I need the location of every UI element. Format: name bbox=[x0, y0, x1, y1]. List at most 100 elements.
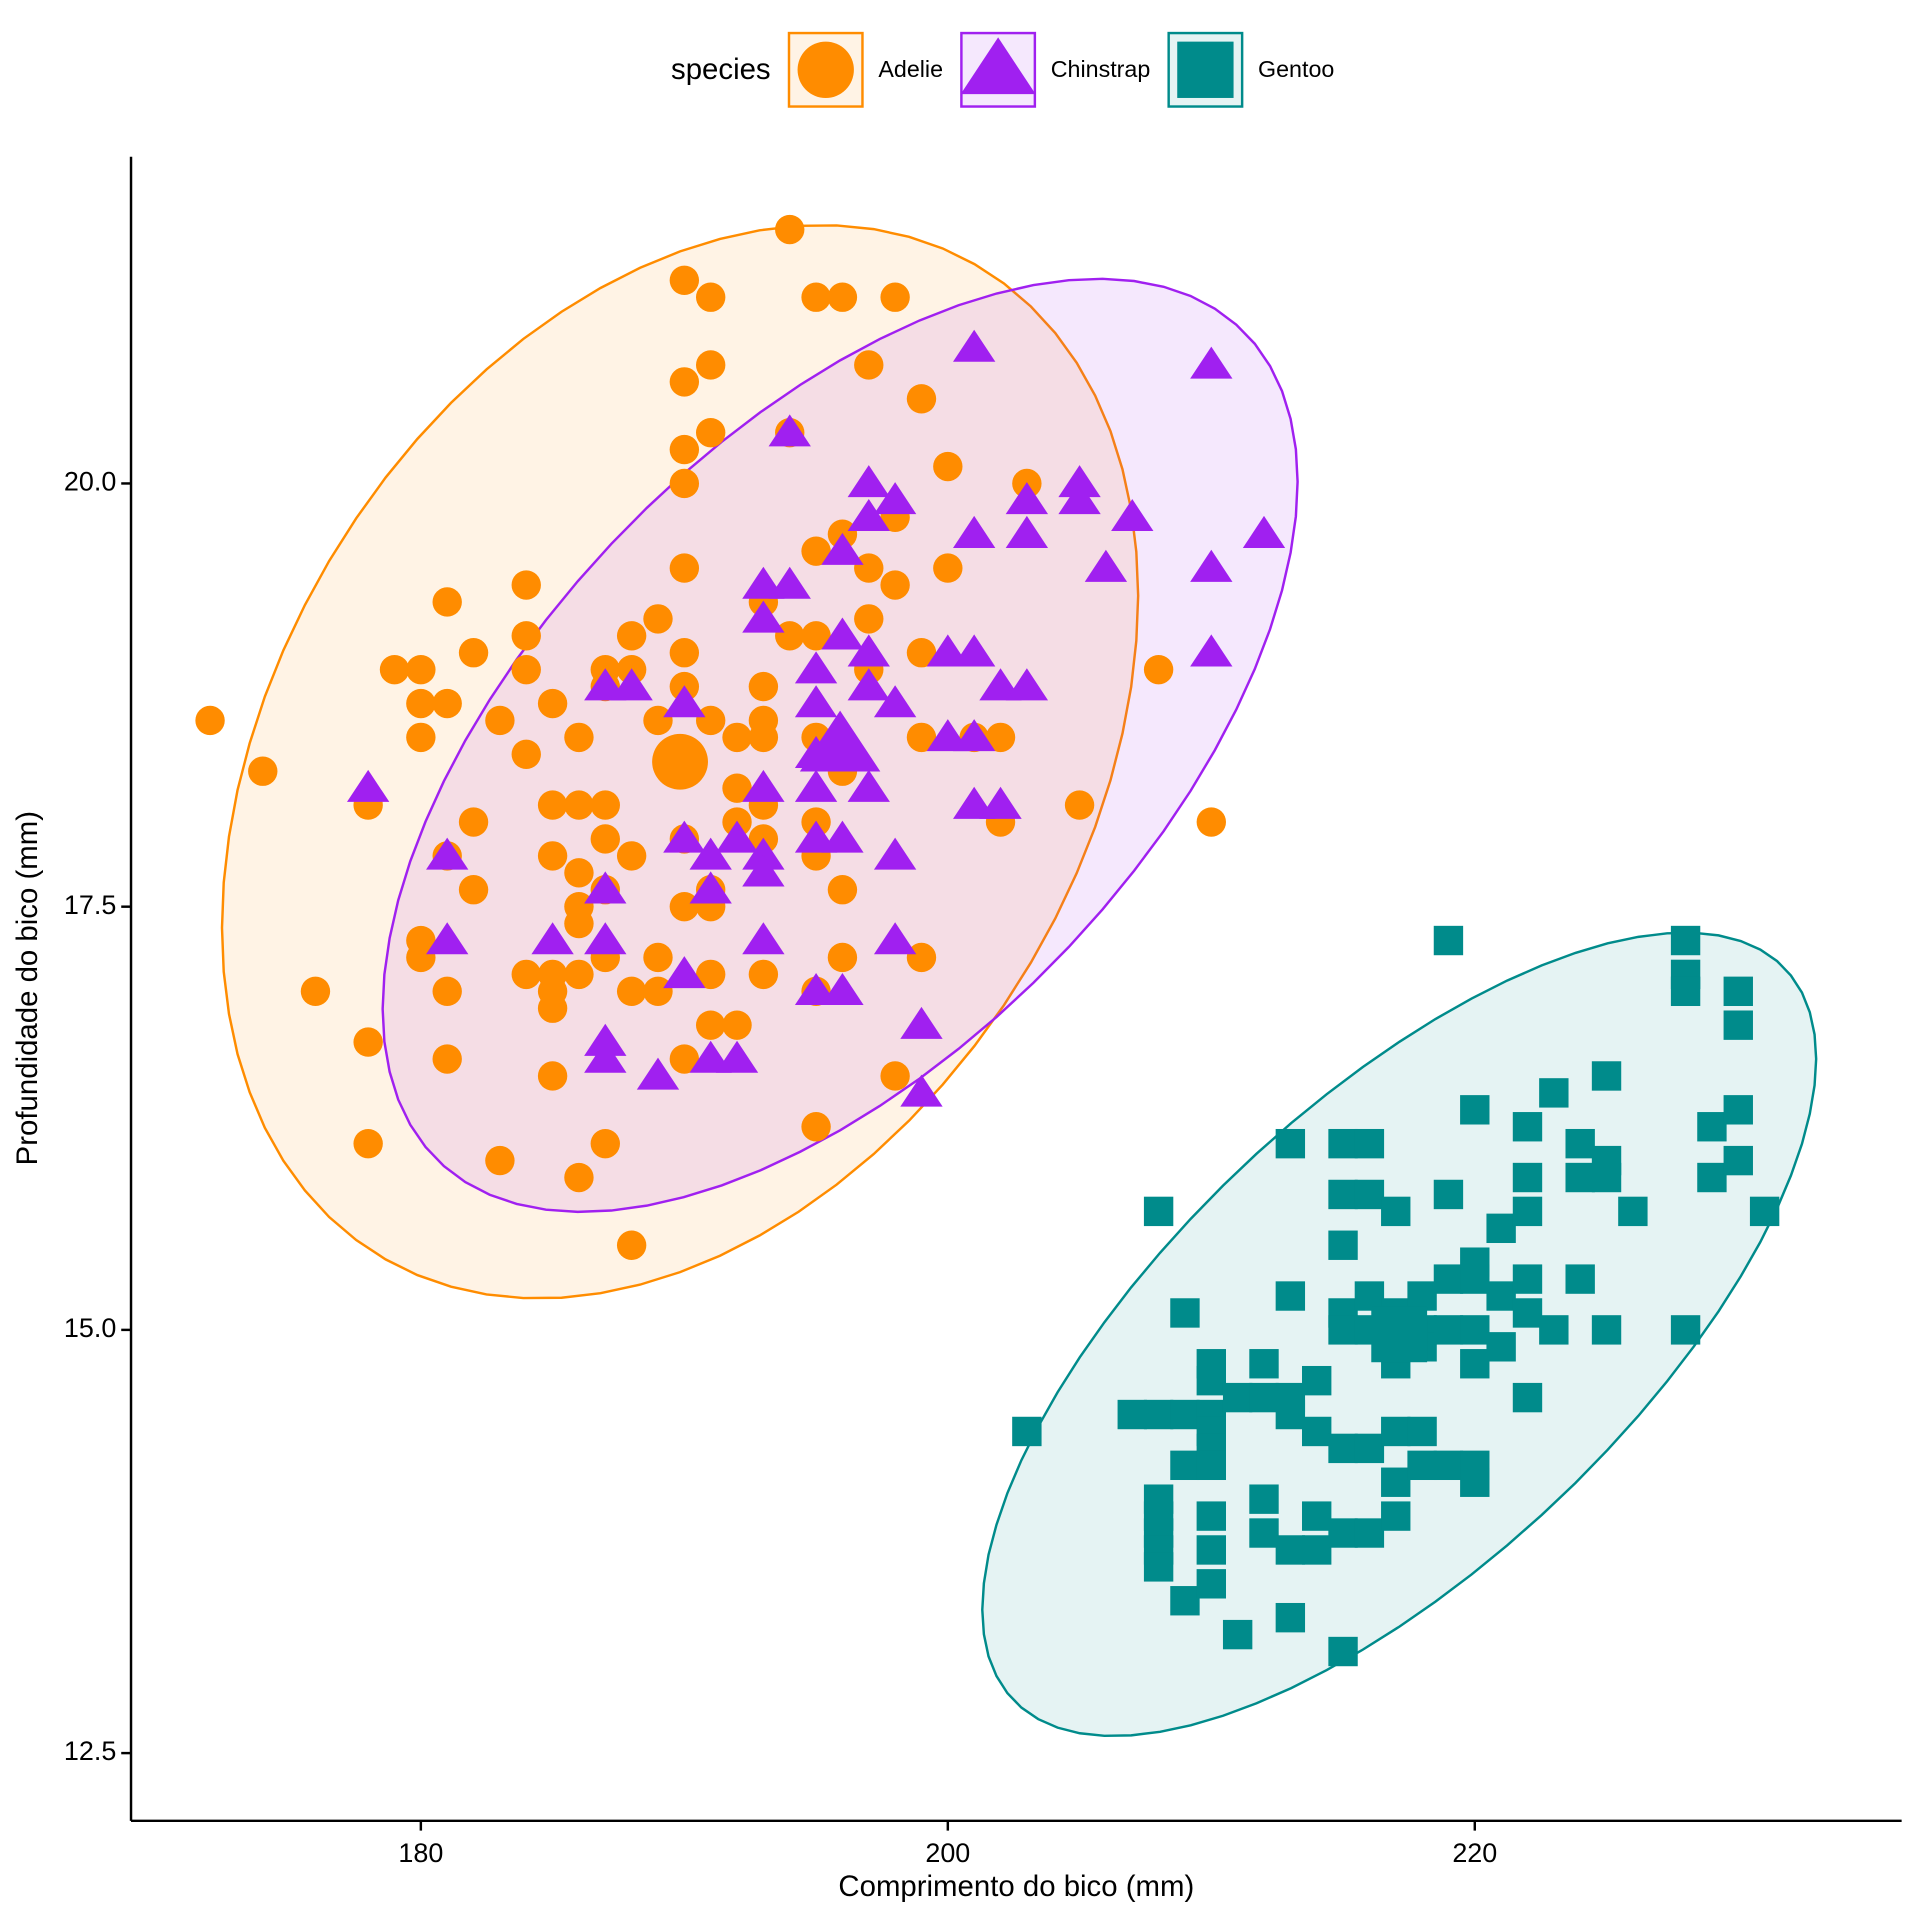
point bbox=[1058, 465, 1101, 498]
point bbox=[821, 820, 864, 853]
x-tick-label: 220 bbox=[1452, 1838, 1497, 1868]
point bbox=[801, 621, 831, 651]
point bbox=[952, 329, 996, 362]
points-layer bbox=[195, 214, 1780, 1667]
point bbox=[1433, 1179, 1464, 1210]
point bbox=[1565, 1264, 1595, 1294]
point bbox=[426, 837, 469, 870]
point bbox=[1723, 1095, 1753, 1125]
point bbox=[880, 570, 910, 600]
point bbox=[1143, 1196, 1174, 1227]
point bbox=[695, 959, 726, 990]
point bbox=[1302, 1416, 1332, 1447]
legend-symbol bbox=[960, 37, 1036, 95]
point bbox=[1512, 1298, 1543, 1328]
point bbox=[531, 922, 574, 955]
point bbox=[847, 634, 890, 667]
point bbox=[669, 553, 700, 583]
point bbox=[695, 417, 726, 448]
point bbox=[742, 769, 785, 802]
point bbox=[801, 282, 831, 312]
point bbox=[1460, 1095, 1490, 1125]
legend-title: species bbox=[671, 53, 771, 86]
point bbox=[1618, 1196, 1648, 1227]
point bbox=[821, 617, 864, 650]
point bbox=[906, 384, 937, 414]
point bbox=[748, 959, 779, 990]
point bbox=[1539, 1078, 1569, 1108]
point bbox=[933, 553, 963, 583]
point bbox=[643, 976, 673, 1007]
point bbox=[537, 841, 568, 871]
point bbox=[1723, 1145, 1753, 1176]
point bbox=[1407, 1281, 1437, 1311]
point bbox=[880, 282, 910, 312]
point bbox=[742, 854, 785, 887]
point bbox=[742, 600, 785, 633]
point bbox=[742, 922, 785, 955]
point bbox=[590, 824, 620, 854]
point bbox=[1670, 1315, 1701, 1345]
point bbox=[1302, 1535, 1332, 1565]
point bbox=[610, 668, 653, 701]
point bbox=[564, 908, 594, 939]
point bbox=[1275, 1128, 1306, 1159]
point bbox=[1433, 1450, 1464, 1481]
point bbox=[794, 651, 838, 684]
point bbox=[1328, 1315, 1358, 1345]
point bbox=[1697, 1162, 1727, 1193]
legend-label: Adelie bbox=[878, 56, 943, 82]
point bbox=[748, 671, 779, 702]
point bbox=[1486, 1213, 1516, 1244]
point bbox=[1143, 1399, 1174, 1430]
point bbox=[1275, 1535, 1306, 1565]
y-tick-label: 17.5 bbox=[64, 890, 116, 920]
point bbox=[854, 553, 884, 583]
point bbox=[1539, 1315, 1569, 1345]
point bbox=[1190, 634, 1233, 667]
point bbox=[847, 769, 890, 802]
point bbox=[1170, 1298, 1200, 1328]
point bbox=[1670, 925, 1701, 956]
point bbox=[1249, 1484, 1279, 1514]
point bbox=[1302, 1365, 1332, 1396]
point bbox=[1354, 1281, 1385, 1311]
point bbox=[669, 265, 700, 296]
point bbox=[1512, 1264, 1543, 1294]
point bbox=[1170, 1586, 1200, 1616]
point bbox=[584, 871, 627, 904]
point bbox=[1354, 1179, 1385, 1210]
point bbox=[432, 1044, 462, 1074]
point bbox=[511, 621, 541, 651]
point bbox=[821, 973, 864, 1006]
point bbox=[695, 350, 726, 380]
point bbox=[1012, 1416, 1042, 1447]
point bbox=[1749, 1196, 1780, 1227]
mean-point bbox=[799, 710, 881, 772]
point bbox=[458, 875, 489, 905]
point bbox=[906, 942, 937, 973]
point bbox=[1354, 1433, 1385, 1464]
point bbox=[768, 566, 811, 599]
point bbox=[742, 837, 785, 870]
legend-label: Chinstrap bbox=[1051, 56, 1151, 82]
point bbox=[821, 532, 864, 565]
point bbox=[933, 451, 963, 482]
point bbox=[590, 790, 620, 820]
point bbox=[669, 468, 700, 499]
point bbox=[873, 482, 917, 515]
point bbox=[1433, 925, 1464, 956]
point bbox=[616, 1230, 647, 1260]
point bbox=[406, 688, 436, 719]
x-axis-title: Comprimento do bico (mm) bbox=[838, 1870, 1194, 1903]
point bbox=[1381, 1196, 1411, 1227]
point bbox=[952, 634, 996, 667]
point bbox=[1170, 1450, 1200, 1481]
point bbox=[537, 790, 568, 820]
point bbox=[827, 282, 858, 312]
point bbox=[985, 722, 1016, 753]
point bbox=[195, 705, 225, 736]
point bbox=[537, 993, 568, 1023]
point bbox=[1196, 807, 1226, 837]
